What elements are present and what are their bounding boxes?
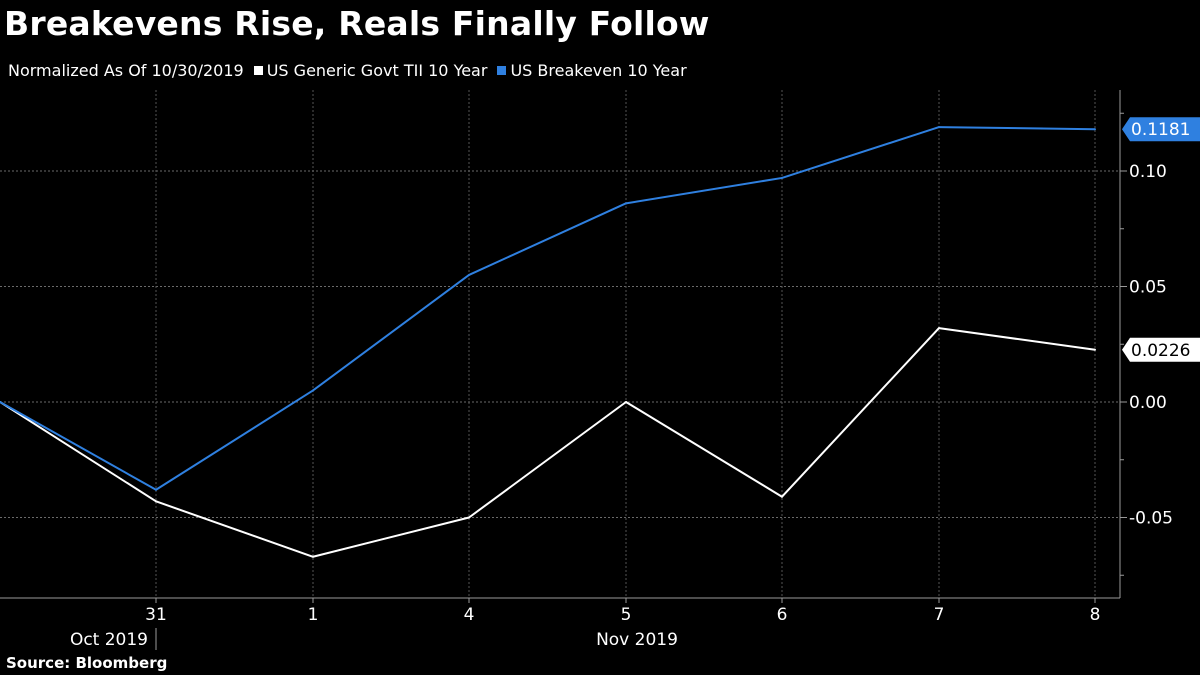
x-tick-label: 4 [464,605,475,625]
x-tick-label: 7 [934,605,945,625]
x-tick-label: 6 [777,605,788,625]
data-point [155,500,157,503]
y-tick-label: -0.05 [1129,509,1173,529]
last-value-marker [1122,117,1200,142]
legend-swatch-breakeven [497,66,507,75]
y-tick-label: 0.05 [1129,278,1167,298]
legend-label-breakeven: US Breakeven 10 Year [510,61,687,80]
data-point [312,389,314,392]
chart-title: Breakevens Rise, Reals Finally Follow [4,4,710,43]
series-line-tii [0,327,1096,558]
x-month-label: Oct 2019 [70,630,148,650]
data-point [155,488,157,491]
data-point [938,327,940,330]
legend-item-tii: US Generic Govt TII 10 Year [253,61,488,80]
legend-item-breakeven: US Breakeven 10 Year [497,61,687,80]
data-point [1094,128,1096,131]
data-point [0,401,1,403]
legend: Normalized As Of 10/30/2019 US Generic G… [8,61,697,80]
source-note: Source: Bloomberg [6,654,168,672]
x-month-label: Nov 2019 [596,630,678,650]
legend-swatch-tii [253,66,263,75]
data-point [625,202,627,205]
last-value-label: 0.0226 [1131,341,1190,361]
x-tick-label: 5 [621,605,632,625]
data-point [468,516,470,519]
last-value-label: 0.1181 [1131,120,1190,140]
data-point [468,273,470,276]
x-tick-label: 31 [145,605,167,625]
legend-note: Normalized As Of 10/30/2019 [8,61,244,80]
last-value-marker [1122,337,1200,362]
data-point [781,495,783,498]
y-tick-label: 0.10 [1129,162,1167,182]
series-line-breakeven [0,126,1096,491]
legend-note-label: Normalized As Of 10/30/2019 [8,61,244,80]
data-point [1094,348,1096,351]
data-point [312,555,314,558]
x-tick-label: 8 [1090,605,1101,625]
data-point [781,176,783,179]
y-tick-label: 0.00 [1129,393,1167,413]
x-tick-label: 1 [308,605,319,625]
legend-label-tii: US Generic Govt TII 10 Year [266,61,488,80]
data-point [938,126,940,129]
data-point [625,401,627,403]
